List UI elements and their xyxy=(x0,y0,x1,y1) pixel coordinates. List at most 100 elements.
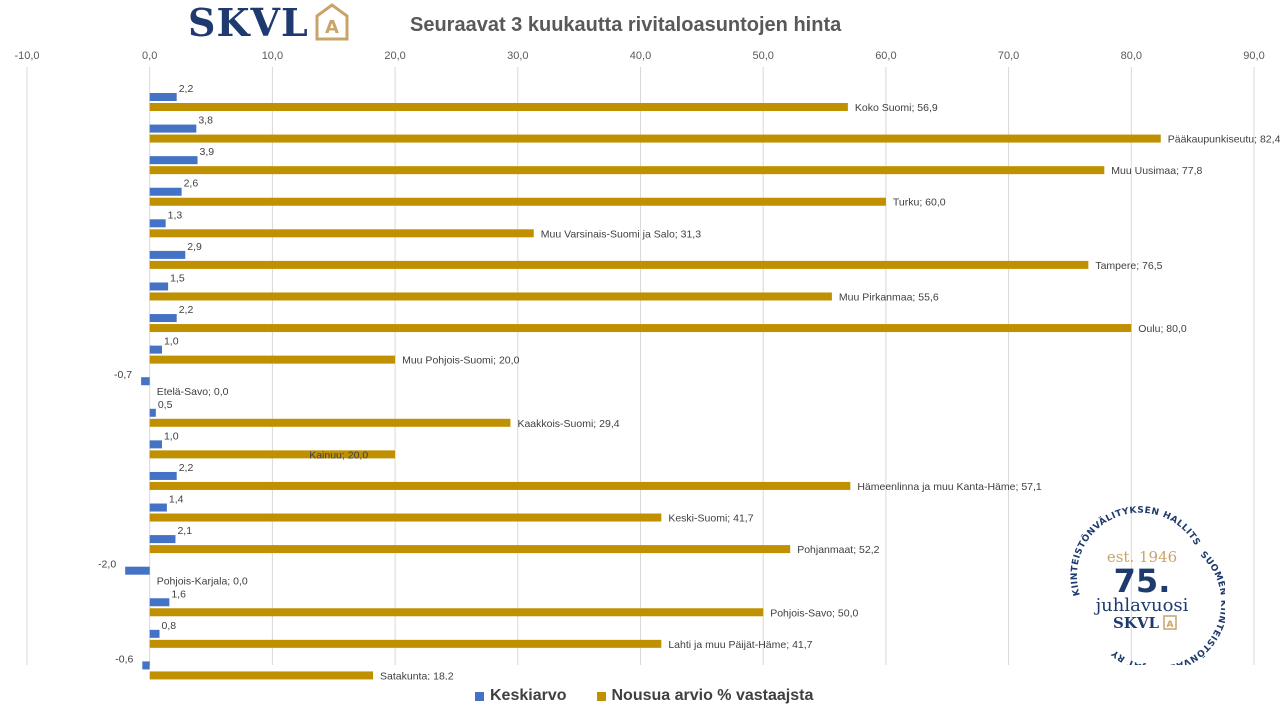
bar-keskiarvo xyxy=(149,93,177,101)
legend-item-nousua: Nousua arvio % vastaajsta xyxy=(596,687,814,705)
skvl-logo: SKVL A xyxy=(188,0,358,46)
data-label-nousua: Lahti ja muu Päijät-Häme; 41,7 xyxy=(668,639,812,651)
bar-nousua xyxy=(149,103,848,111)
x-tick-label: -10,0 xyxy=(14,50,39,62)
data-label-keskiarvo: -0,6 xyxy=(115,653,133,665)
bar-keskiarvo xyxy=(149,503,167,512)
data-label-nousua: Keski-Suomi; 41,7 xyxy=(668,513,753,525)
data-label-keskiarvo: 1,3 xyxy=(168,209,183,221)
bar-nousua xyxy=(149,545,791,554)
bar-nousua xyxy=(149,324,1132,333)
data-label-keskiarvo: 1,4 xyxy=(169,494,184,506)
bar-nousua xyxy=(149,197,886,206)
data-label-keskiarvo: -0,7 xyxy=(114,369,132,381)
data-label-keskiarvo: 2,2 xyxy=(179,83,194,95)
data-label-keskiarvo: 3,9 xyxy=(200,146,215,158)
x-tick-label: 90,0 xyxy=(1243,50,1264,62)
seal-word: juhlavuosi xyxy=(1094,595,1189,616)
bar-keskiarvo xyxy=(149,282,169,291)
data-label-nousua: Kainuu; 20,0 xyxy=(309,449,368,461)
data-label-nousua: Muu Pohjois-Suomi; 20,0 xyxy=(402,355,519,367)
seal-house-icon xyxy=(1163,615,1177,630)
logo-mark-letter: A xyxy=(325,17,339,38)
bar-keskiarvo xyxy=(149,314,177,323)
bar-keskiarvo xyxy=(149,345,162,354)
data-label-keskiarvo: 2,1 xyxy=(177,525,192,537)
data-label-keskiarvo: 1,0 xyxy=(164,336,179,348)
data-label-nousua: Pääkaupunkiseutu; 82,4 xyxy=(1168,134,1280,146)
data-label-nousua: Muu Pirkanmaa; 55,6 xyxy=(839,291,939,303)
bar-keskiarvo xyxy=(149,598,170,607)
data-label-keskiarvo: 1,0 xyxy=(164,430,179,442)
seal-number: 75. xyxy=(1114,562,1171,600)
x-tick-label: 0,0 xyxy=(142,50,157,62)
bar-keskiarvo xyxy=(149,629,160,638)
data-label-keskiarvo: 1,5 xyxy=(170,272,185,284)
logo-text: SKVL xyxy=(188,0,309,45)
chart-title: Seuraavat 3 kuukautta rivitaloasuntojen … xyxy=(410,14,842,36)
legend: Keskiarvo Nousua arvio % vastaajsta xyxy=(475,687,813,705)
data-label-keskiarvo: 1,6 xyxy=(171,588,186,600)
bar-nousua xyxy=(149,134,1161,143)
data-label-nousua: Etelä-Savo; 0,0 xyxy=(157,386,229,398)
x-tick-label: 10,0 xyxy=(262,50,283,62)
bar-nousua xyxy=(149,639,662,648)
data-label-nousua: Kaakkois-Suomi; 29,4 xyxy=(517,418,619,430)
legend-swatch-nousua xyxy=(596,691,606,701)
x-tick-label: 60,0 xyxy=(875,50,896,62)
bar-keskiarvo xyxy=(125,566,150,575)
data-label-keskiarvo: 2,2 xyxy=(179,304,194,316)
x-tick-label: 80,0 xyxy=(1121,50,1142,62)
bar-nousua xyxy=(149,513,662,522)
data-label-nousua: Pohjanmaat; 52,2 xyxy=(797,544,879,556)
bar-keskiarvo xyxy=(149,124,197,133)
x-tick-label: 30,0 xyxy=(507,50,528,62)
legend-label-nousua: Nousua arvio % vastaajsta xyxy=(611,687,814,704)
data-label-keskiarvo: 2,6 xyxy=(184,178,199,190)
bar-keskiarvo xyxy=(149,535,176,544)
house-logo-icon: A xyxy=(315,3,349,41)
bar-keskiarvo xyxy=(142,661,150,670)
bar-keskiarvo xyxy=(149,219,166,228)
seal-brand: SKVL xyxy=(1113,614,1160,632)
data-label-nousua: Pohjois-Karjala; 0,0 xyxy=(157,576,248,588)
x-tick-label: 50,0 xyxy=(752,50,773,62)
x-tick-label: 20,0 xyxy=(384,50,405,62)
bar-nousua xyxy=(149,166,1105,175)
data-label-nousua: Koko Suomi; 56,9 xyxy=(855,102,938,114)
data-label-nousua: Tampere; 76,5 xyxy=(1095,260,1162,272)
anniversary-seal: KIINTEISTÖNVÄLITYKSEN HALLITSIJA SUOMEN … xyxy=(1060,500,1225,665)
data-label-nousua: Muu Varsinais-Suomi ja Salo; 31,3 xyxy=(541,228,701,240)
data-label-keskiarvo: 2,2 xyxy=(179,462,194,474)
data-label-keskiarvo: 0,8 xyxy=(162,620,177,632)
data-label-nousua: Satakunta; 18,2 xyxy=(380,670,454,680)
bar-keskiarvo xyxy=(149,408,156,417)
bar-nousua xyxy=(149,418,511,427)
legend-item-keskiarvo: Keskiarvo xyxy=(475,687,567,705)
data-label-nousua: Muu Uusimaa; 77,8 xyxy=(1111,165,1202,177)
bar-nousua xyxy=(149,260,1089,269)
bar-keskiarvo xyxy=(149,187,182,196)
data-label-nousua: Turku; 60,0 xyxy=(893,197,946,209)
x-tick-label: 40,0 xyxy=(630,50,651,62)
bar-keskiarvo xyxy=(149,440,162,449)
data-label-keskiarvo: 3,8 xyxy=(198,115,213,127)
seal-est: est. 1946 xyxy=(1107,548,1177,566)
bar-keskiarvo xyxy=(149,471,177,480)
data-label-nousua: Oulu; 80,0 xyxy=(1138,323,1187,335)
bar-nousua xyxy=(149,229,534,238)
legend-label-keskiarvo: Keskiarvo xyxy=(490,687,567,704)
data-label-nousua: Pohjois-Savo; 50,0 xyxy=(770,607,858,619)
bar-nousua xyxy=(149,671,374,680)
data-label-keskiarvo: -2,0 xyxy=(98,559,116,571)
bar-nousua xyxy=(149,481,851,490)
bar-nousua xyxy=(149,450,396,459)
data-label-nousua: Hämeenlinna ja muu Kanta-Häme; 57,1 xyxy=(857,481,1042,493)
bar-keskiarvo xyxy=(141,377,150,386)
data-label-keskiarvo: 2,9 xyxy=(187,241,202,253)
bar-nousua xyxy=(149,292,832,301)
bar-chart: -10,0 0,0 10,0 20,0 30,0 40,0 50,0 60,0 70,0 80,0… xyxy=(14,50,1280,680)
x-tick-label: 70,0 xyxy=(998,50,1019,62)
bar-keskiarvo xyxy=(149,250,186,259)
bar-nousua xyxy=(149,608,764,617)
